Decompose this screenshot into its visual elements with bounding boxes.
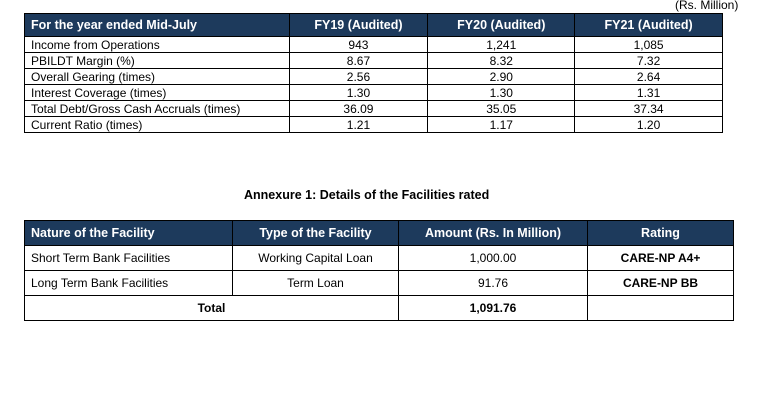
row-label: Total Debt/Gross Cash Accruals (times) — [24, 100, 290, 117]
facility-nature: Short Term Bank Facilities — [24, 245, 233, 271]
column-header-fy21: FY21 (Audited) — [574, 13, 723, 37]
table-row: Income from Operations 943 1,241 1,085 — [24, 36, 723, 53]
fy20-value: 2.90 — [427, 68, 576, 85]
fy20-value: 1.17 — [427, 116, 576, 133]
table-row: Overall Gearing (times) 2.56 2.90 2.64 — [24, 68, 723, 85]
column-header-nature: Nature of the Facility — [24, 220, 233, 246]
facility-rating: CARE-NP BB — [587, 270, 734, 296]
fy19-value: 943 — [288, 36, 429, 53]
table-header-row: Nature of the Facility Type of the Facil… — [24, 220, 734, 246]
facility-type: Term Loan — [232, 270, 399, 296]
row-label: Overall Gearing (times) — [24, 68, 290, 85]
table-row: PBILDT Margin (%) 8.67 8.32 7.32 — [24, 52, 723, 69]
column-header-period: For the year ended Mid-July — [24, 13, 290, 37]
facility-amount: 91.76 — [398, 270, 588, 296]
table-header-row: For the year ended Mid-July FY19 (Audite… — [24, 13, 723, 37]
fy21-value: 1.20 — [574, 116, 723, 133]
facility-rating: CARE-NP A4+ — [587, 245, 734, 271]
row-label: Income from Operations — [24, 36, 290, 53]
units-note: (Rs. Million) — [675, 0, 739, 12]
fy20-value: 1.30 — [427, 84, 576, 101]
facilities-table: Nature of the Facility Type of the Facil… — [24, 220, 734, 321]
total-row: Total 1,091.76 — [24, 295, 734, 321]
annexure-title: Annexure 1: Details of the Facilities ra… — [244, 188, 490, 202]
fy19-value: 8.67 — [288, 52, 429, 69]
table-row: Total Debt/Gross Cash Accruals (times) 3… — [24, 100, 723, 117]
fy20-value: 35.05 — [427, 100, 576, 117]
column-header-rating: Rating — [587, 220, 734, 246]
fy20-value: 1,241 — [427, 36, 576, 53]
column-header-fy20: FY20 (Audited) — [427, 13, 576, 37]
fy21-value: 1,085 — [574, 36, 723, 53]
facility-type: Working Capital Loan — [232, 245, 399, 271]
total-amount: 1,091.76 — [398, 295, 588, 321]
fy19-value: 2.56 — [288, 68, 429, 85]
fy20-value: 8.32 — [427, 52, 576, 69]
facility-nature: Long Term Bank Facilities — [24, 270, 233, 296]
total-label: Total — [24, 295, 399, 321]
table-row: Long Term Bank Facilities Term Loan 91.7… — [24, 270, 734, 296]
fy21-value: 1.31 — [574, 84, 723, 101]
row-label: PBILDT Margin (%) — [24, 52, 290, 69]
financial-summary-table: For the year ended Mid-July FY19 (Audite… — [24, 13, 723, 133]
column-header-fy19: FY19 (Audited) — [288, 13, 429, 37]
table-row: Current Ratio (times) 1.21 1.17 1.20 — [24, 116, 723, 133]
row-label: Current Ratio (times) — [24, 116, 290, 133]
fy21-value: 7.32 — [574, 52, 723, 69]
fy21-value: 2.64 — [574, 68, 723, 85]
fy19-value: 1.21 — [288, 116, 429, 133]
total-rating-empty — [587, 295, 734, 321]
column-header-type: Type of the Facility — [232, 220, 399, 246]
table-row: Interest Coverage (times) 1.30 1.30 1.31 — [24, 84, 723, 101]
fy21-value: 37.34 — [574, 100, 723, 117]
fy19-value: 36.09 — [288, 100, 429, 117]
fy19-value: 1.30 — [288, 84, 429, 101]
table-row: Short Term Bank Facilities Working Capit… — [24, 245, 734, 271]
column-header-amount: Amount (Rs. In Million) — [398, 220, 588, 246]
row-label: Interest Coverage (times) — [24, 84, 290, 101]
facility-amount: 1,000.00 — [398, 245, 588, 271]
